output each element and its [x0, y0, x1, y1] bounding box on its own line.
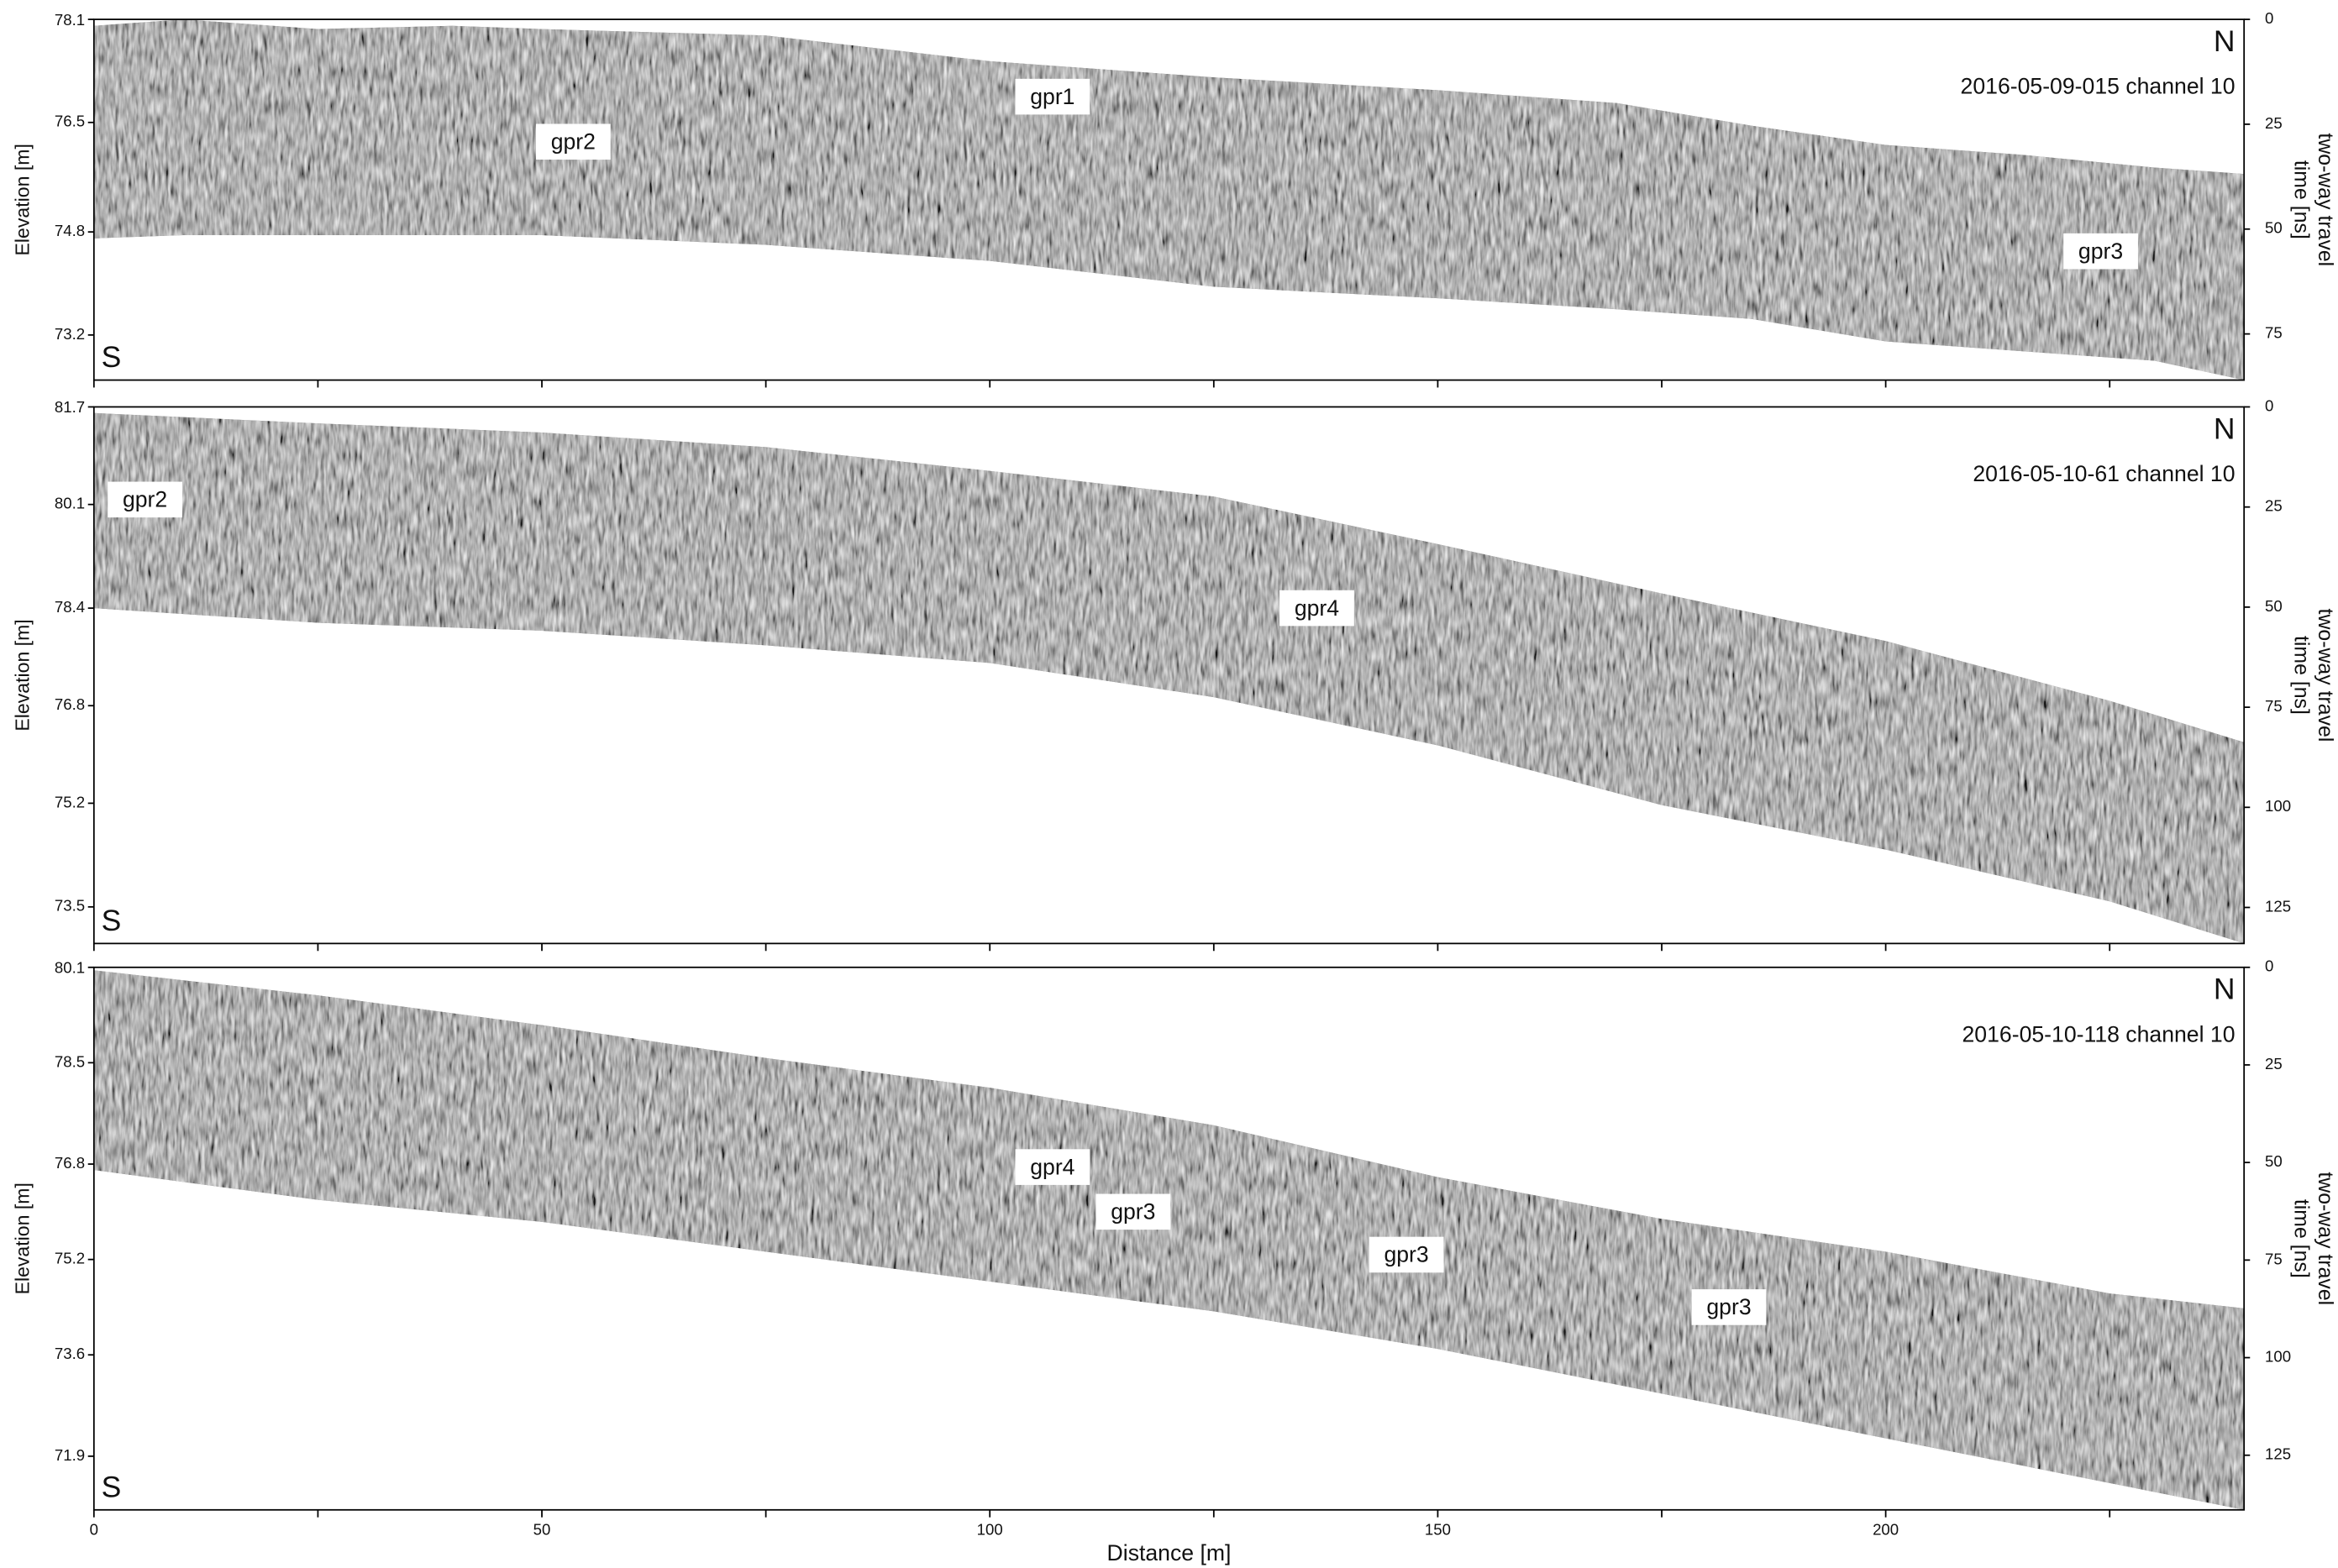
y2-axis-label: two-way travel time [ns]: [2290, 1172, 2338, 1306]
annotation-label: gpr2: [123, 487, 167, 512]
annotation-box: [2063, 233, 2138, 270]
y2-tick-label: 25: [2265, 497, 2283, 515]
south-label: S: [102, 340, 122, 374]
radar-band-texture: [93, 970, 2245, 1510]
north-label: N: [2214, 412, 2236, 445]
y-tick-label: 78.5: [55, 1052, 85, 1070]
annotation-label: gpr1: [1030, 84, 1074, 109]
x-tick-label: 50: [533, 1521, 551, 1539]
y-tick-label: 74.8: [55, 222, 85, 239]
annotation-label: gpr4: [1295, 595, 1339, 621]
y2-tick-label: 50: [2265, 597, 2283, 615]
plot-frame: [92, 18, 2246, 381]
y2-tick-label: 25: [2265, 114, 2283, 132]
y-tick-label: 76.8: [55, 1154, 85, 1172]
y-axis-label: Elevation [m]: [11, 144, 33, 255]
y2-tick-label: 75: [2265, 697, 2283, 715]
y-tick-label: 76.8: [55, 695, 85, 713]
annotation-label: gpr3: [1706, 1294, 1751, 1319]
north-label: N: [2214, 24, 2236, 58]
annotation-label: gpr3: [2078, 239, 2123, 264]
panel-title: 2016-05-09-015 channel 10: [1961, 74, 2236, 99]
y-tick-label: 81.7: [55, 398, 85, 416]
south-label: S: [102, 1470, 122, 1503]
y2-axis-label-box: two-way travel time [ns]: [2290, 133, 2338, 267]
y2-tick-label: 0: [2265, 957, 2273, 975]
annotation-label: gpr3: [1111, 1199, 1155, 1225]
annotation-label: gpr4: [1030, 1154, 1074, 1179]
annotation-box: [108, 481, 182, 518]
y-tick-label: 78.4: [55, 598, 85, 616]
radar-band-texture: [93, 412, 2245, 944]
y-tick-label: 73.5: [55, 897, 85, 915]
y2-tick-label: 75: [2265, 324, 2283, 342]
annotation-box: [1095, 1193, 1171, 1230]
y2-tick-label: 75: [2265, 1250, 2283, 1267]
y2-axis-label: two-way travel time [ns]: [2290, 608, 2338, 742]
y-axis-label: Elevation [m]: [11, 619, 33, 731]
y-tick-label: 80.1: [55, 495, 85, 512]
y2-tick-label: 50: [2265, 219, 2283, 237]
annotation-box: [1691, 1289, 1767, 1325]
north-label: N: [2214, 973, 2236, 1006]
y-tick-label: 75.2: [55, 793, 85, 810]
panel-title: 2016-05-10-61 channel 10: [1973, 461, 2235, 486]
y2-axis-label-box: two-way travel time [ns]: [2290, 1172, 2338, 1306]
annotation-box: [1015, 1149, 1090, 1185]
y2-tick-label: 100: [2265, 1347, 2291, 1365]
panel-title: 2016-05-10-118 channel 10: [1962, 1021, 2236, 1046]
annotation-box: [1015, 78, 1090, 115]
y2-axis-label: two-way travel time [ns]: [2290, 133, 2338, 267]
y2-axis-label-box: two-way travel time [ns]: [2290, 608, 2338, 742]
y-tick-label: 80.1: [55, 958, 85, 976]
y-axis-label: Elevation [m]: [11, 1183, 33, 1294]
y2-tick-label: 0: [2265, 9, 2273, 27]
y2-tick-label: 0: [2265, 396, 2273, 414]
y-tick-label: 78.1: [55, 11, 85, 29]
x-tick-label: 0: [90, 1521, 98, 1539]
x-tick-label: 150: [1425, 1521, 1451, 1539]
y-tick-label: 73.2: [55, 325, 85, 343]
annotation-label: gpr3: [1384, 1242, 1428, 1267]
annotation-box: [535, 123, 611, 160]
y2-tick-label: 50: [2265, 1152, 2283, 1170]
south-label: S: [102, 904, 122, 937]
y2-tick-label: 100: [2265, 797, 2291, 815]
plot-frame: [92, 406, 2246, 945]
y-tick-label: 75.2: [55, 1250, 85, 1267]
y2-tick-label: 25: [2265, 1055, 2283, 1072]
radar-band-texture: [93, 19, 2245, 380]
y-tick-label: 76.5: [55, 113, 85, 130]
annotation-box: [1279, 590, 1354, 627]
x-axis-label: Distance [m]: [1107, 1540, 1232, 1565]
x-tick-label: 100: [977, 1521, 1003, 1539]
y2-tick-label: 125: [2265, 897, 2291, 915]
annotation-label: gpr2: [551, 129, 596, 155]
annotation-box: [1369, 1236, 1444, 1273]
y-tick-label: 73.6: [55, 1345, 85, 1362]
x-tick-label: 200: [1873, 1521, 1899, 1539]
y2-tick-label: 125: [2265, 1445, 2291, 1463]
y-tick-label: 71.9: [55, 1446, 85, 1464]
plot-frame: [92, 966, 2246, 1511]
